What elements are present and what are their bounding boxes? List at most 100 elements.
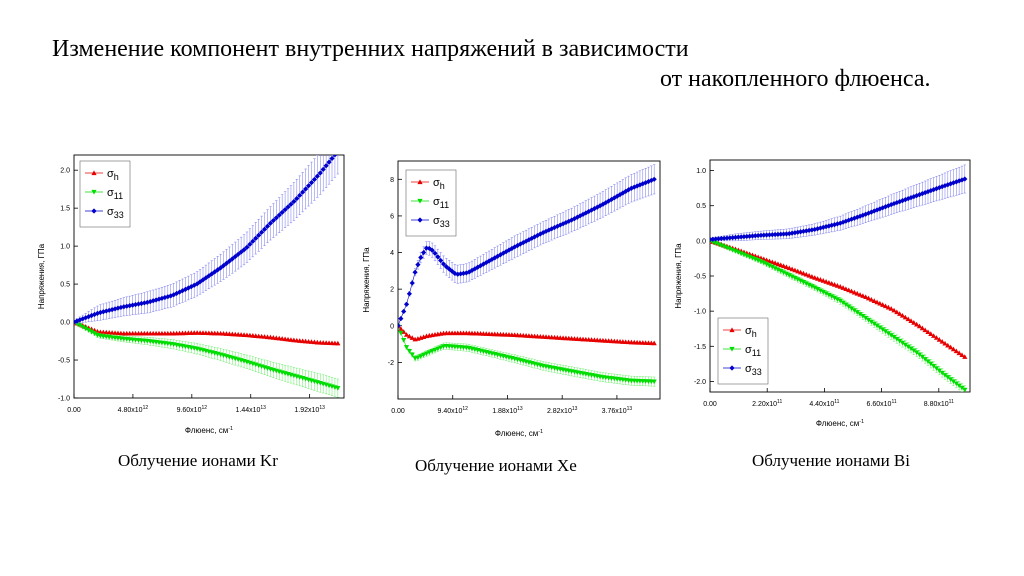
x-tick-exp: 11 — [891, 399, 896, 405]
series-sigma-11 — [710, 238, 968, 392]
data-point — [118, 304, 124, 311]
y-tick-label: -2 — [388, 360, 394, 367]
caption-bi: Облучение ионами Bi — [752, 451, 910, 470]
data-point — [953, 381, 959, 387]
data-point — [435, 254, 441, 260]
x-tick-base: 1.44x10 — [235, 407, 260, 414]
data-point — [880, 327, 886, 333]
data-point — [182, 286, 189, 292]
y-tick-label: -1.0 — [58, 396, 70, 403]
data-point — [800, 280, 807, 285]
x-axis-label-sup: -1 — [859, 419, 864, 425]
data-point — [803, 281, 809, 287]
x-tick-label: 9.60x1012 — [177, 405, 208, 414]
legend-label-sub: h — [114, 172, 119, 182]
x-tick-exp: 13 — [517, 406, 523, 412]
data-point — [91, 311, 98, 318]
data-point — [925, 189, 931, 195]
x-tick-exp: 13 — [572, 406, 578, 412]
data-point — [959, 352, 965, 358]
x-tick-base: 4.80x10 — [118, 407, 143, 414]
x-tick-base: 0.00 — [391, 408, 405, 415]
data-point — [603, 200, 609, 206]
data-point — [848, 216, 855, 222]
data-point — [223, 260, 230, 266]
data-point — [335, 340, 341, 346]
data-point — [291, 198, 297, 205]
data-point — [489, 256, 495, 263]
data-point — [922, 357, 928, 362]
data-point — [933, 366, 940, 371]
data-point — [834, 297, 840, 302]
data-point — [789, 274, 795, 280]
data-point — [789, 266, 795, 272]
data-point — [713, 236, 719, 242]
series-sigma-33 — [74, 155, 340, 325]
data-point — [421, 352, 427, 358]
data-point — [831, 282, 838, 287]
data-point — [882, 303, 889, 309]
data-point — [778, 268, 784, 274]
data-point — [792, 275, 798, 281]
x-tick-exp: 12 — [143, 405, 149, 411]
series-sigma-h — [710, 238, 968, 359]
data-point — [792, 267, 798, 273]
legend-label-sub: 11 — [114, 191, 123, 201]
data-point — [778, 262, 784, 268]
data-point — [781, 270, 787, 276]
data-point — [843, 302, 849, 308]
data-point — [871, 298, 877, 303]
data-point — [724, 235, 730, 241]
data-point — [928, 188, 934, 194]
data-point — [317, 170, 323, 176]
data-point — [480, 261, 486, 267]
data-point — [645, 178, 652, 185]
data-point — [569, 217, 575, 223]
data-point — [623, 188, 629, 194]
data-point — [786, 265, 792, 271]
x-axis-label-sup: -1 — [538, 429, 543, 435]
series-sigma-11 — [74, 319, 341, 398]
x-tick-base: 0.00 — [703, 401, 717, 408]
data-point — [94, 310, 101, 316]
x-tick-exp: 13 — [627, 406, 633, 412]
legend-label-sub: 11 — [752, 348, 761, 358]
data-point — [854, 310, 860, 315]
y-tick-label: -2.0 — [694, 379, 706, 386]
data-point — [848, 306, 855, 312]
data-point — [109, 306, 115, 313]
x-axis-label: Флюенс, см-1 — [185, 426, 233, 435]
data-point — [270, 217, 276, 224]
data-point — [241, 247, 247, 253]
data-point — [727, 235, 733, 241]
data-point — [326, 159, 332, 165]
data-point — [795, 268, 801, 274]
data-point — [86, 328, 92, 333]
data-point — [851, 308, 857, 313]
data-point — [512, 244, 518, 250]
data-point — [812, 226, 818, 233]
data-point — [426, 350, 432, 355]
legend-label-sub: 33 — [114, 210, 124, 220]
data-point — [775, 261, 781, 267]
data-point — [432, 347, 438, 353]
data-point — [509, 245, 515, 252]
data-point — [215, 267, 221, 273]
data-point — [755, 232, 761, 239]
x-tick-base: 2.82x10 — [547, 408, 572, 415]
y-tick-label: 2.0 — [60, 168, 70, 175]
legend-label: σh — [433, 177, 445, 191]
legend-marker — [729, 346, 735, 352]
data-point — [769, 264, 775, 270]
data-point — [329, 155, 335, 162]
data-point — [800, 270, 807, 276]
data-point — [919, 325, 925, 331]
data-point — [817, 277, 824, 282]
legend-label-sub: 33 — [440, 219, 450, 229]
y-tick-label: 6 — [390, 213, 394, 220]
data-point — [761, 260, 767, 266]
data-point — [775, 267, 781, 273]
